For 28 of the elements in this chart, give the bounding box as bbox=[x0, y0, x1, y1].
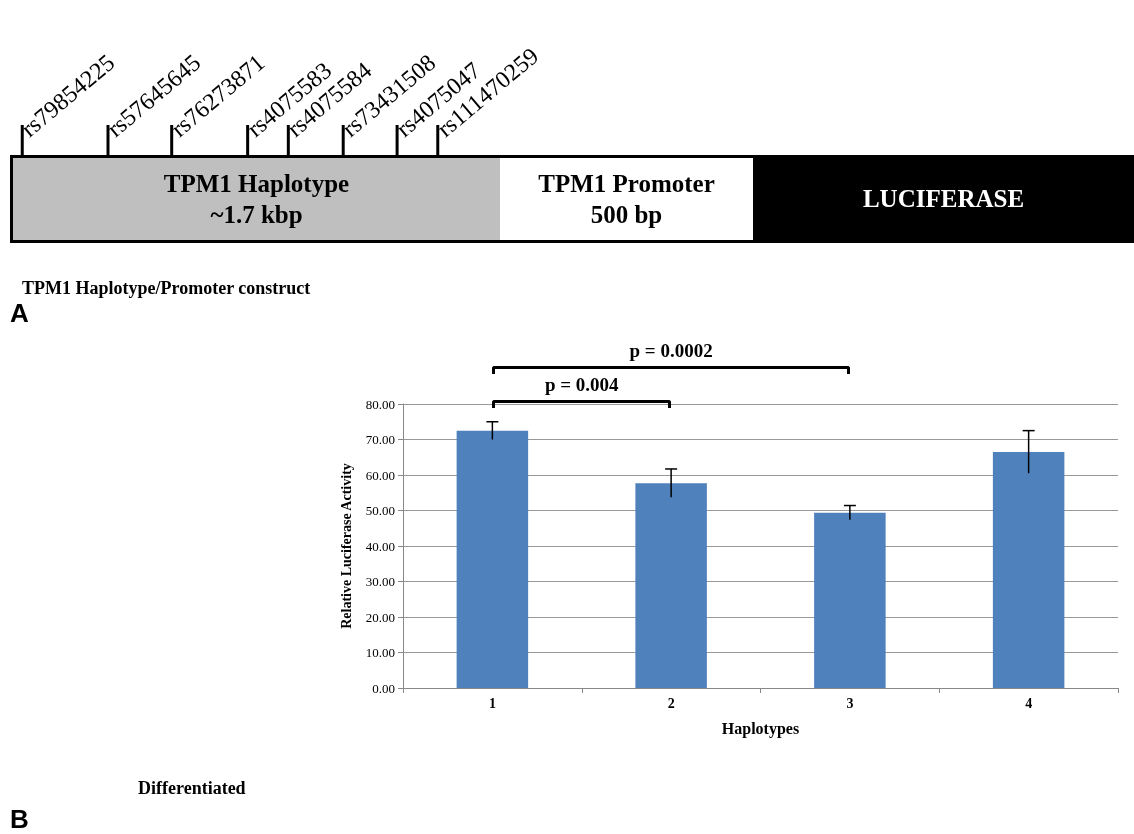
y-tick-label: 50.00 bbox=[365, 503, 395, 518]
y-tick-label: 30.00 bbox=[365, 574, 395, 589]
x-tick-label: 2 bbox=[667, 695, 675, 711]
text: A bbox=[10, 298, 29, 329]
text: B bbox=[10, 804, 29, 834]
y-tick-label: 10.00 bbox=[365, 645, 395, 660]
haplotype-box: TPM1 Haplotype ~1.7 kbp bbox=[10, 155, 503, 243]
y-tick-label: 80.00 bbox=[365, 396, 395, 412]
text: Differentiated bbox=[138, 778, 246, 799]
x-tick-label: 1 bbox=[488, 695, 496, 711]
y-tick-label: 60.00 bbox=[365, 467, 395, 483]
y-tick-label: 40.00 bbox=[365, 538, 395, 554]
promoter-box: TPM1 Promoter 500 bp bbox=[500, 155, 756, 243]
y-axis-title: Relative Luciferase Activity bbox=[338, 463, 354, 629]
text: TPM1 Haplotype/Promoter construct bbox=[22, 278, 311, 299]
bar bbox=[635, 483, 707, 688]
x-axis-title: Haplotypes bbox=[721, 719, 800, 738]
x-tick-label: 3 bbox=[846, 695, 854, 711]
y-tick-label: 0.00 bbox=[372, 680, 395, 696]
bar bbox=[992, 451, 1065, 688]
reporter-box: LUCIFERASE bbox=[753, 155, 1134, 243]
x-tick-label: 4 bbox=[1025, 695, 1033, 711]
y-tick-label: 20.00 bbox=[365, 609, 395, 625]
bar bbox=[814, 512, 886, 688]
text: p = 0.0002 bbox=[628, 340, 714, 362]
text: p = 0.004 bbox=[543, 374, 620, 396]
y-tick-label: 70.00 bbox=[365, 432, 395, 447]
bar bbox=[456, 430, 529, 688]
